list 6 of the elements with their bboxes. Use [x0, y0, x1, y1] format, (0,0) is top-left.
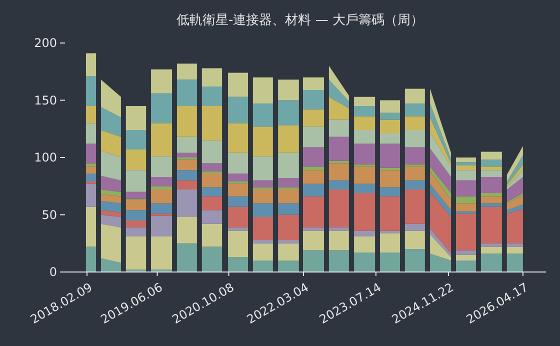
y-tick-label: 200 [34, 36, 57, 50]
y-tick-label: 50 [42, 208, 57, 222]
y-tick-label: 100 [34, 150, 57, 165]
y-tick-label: 0 [49, 265, 57, 280]
chart-title: 低軌衛星-連接器、材料 — 大戶籌碼（周） [176, 13, 424, 28]
y-tick-label: 150 [34, 93, 57, 108]
